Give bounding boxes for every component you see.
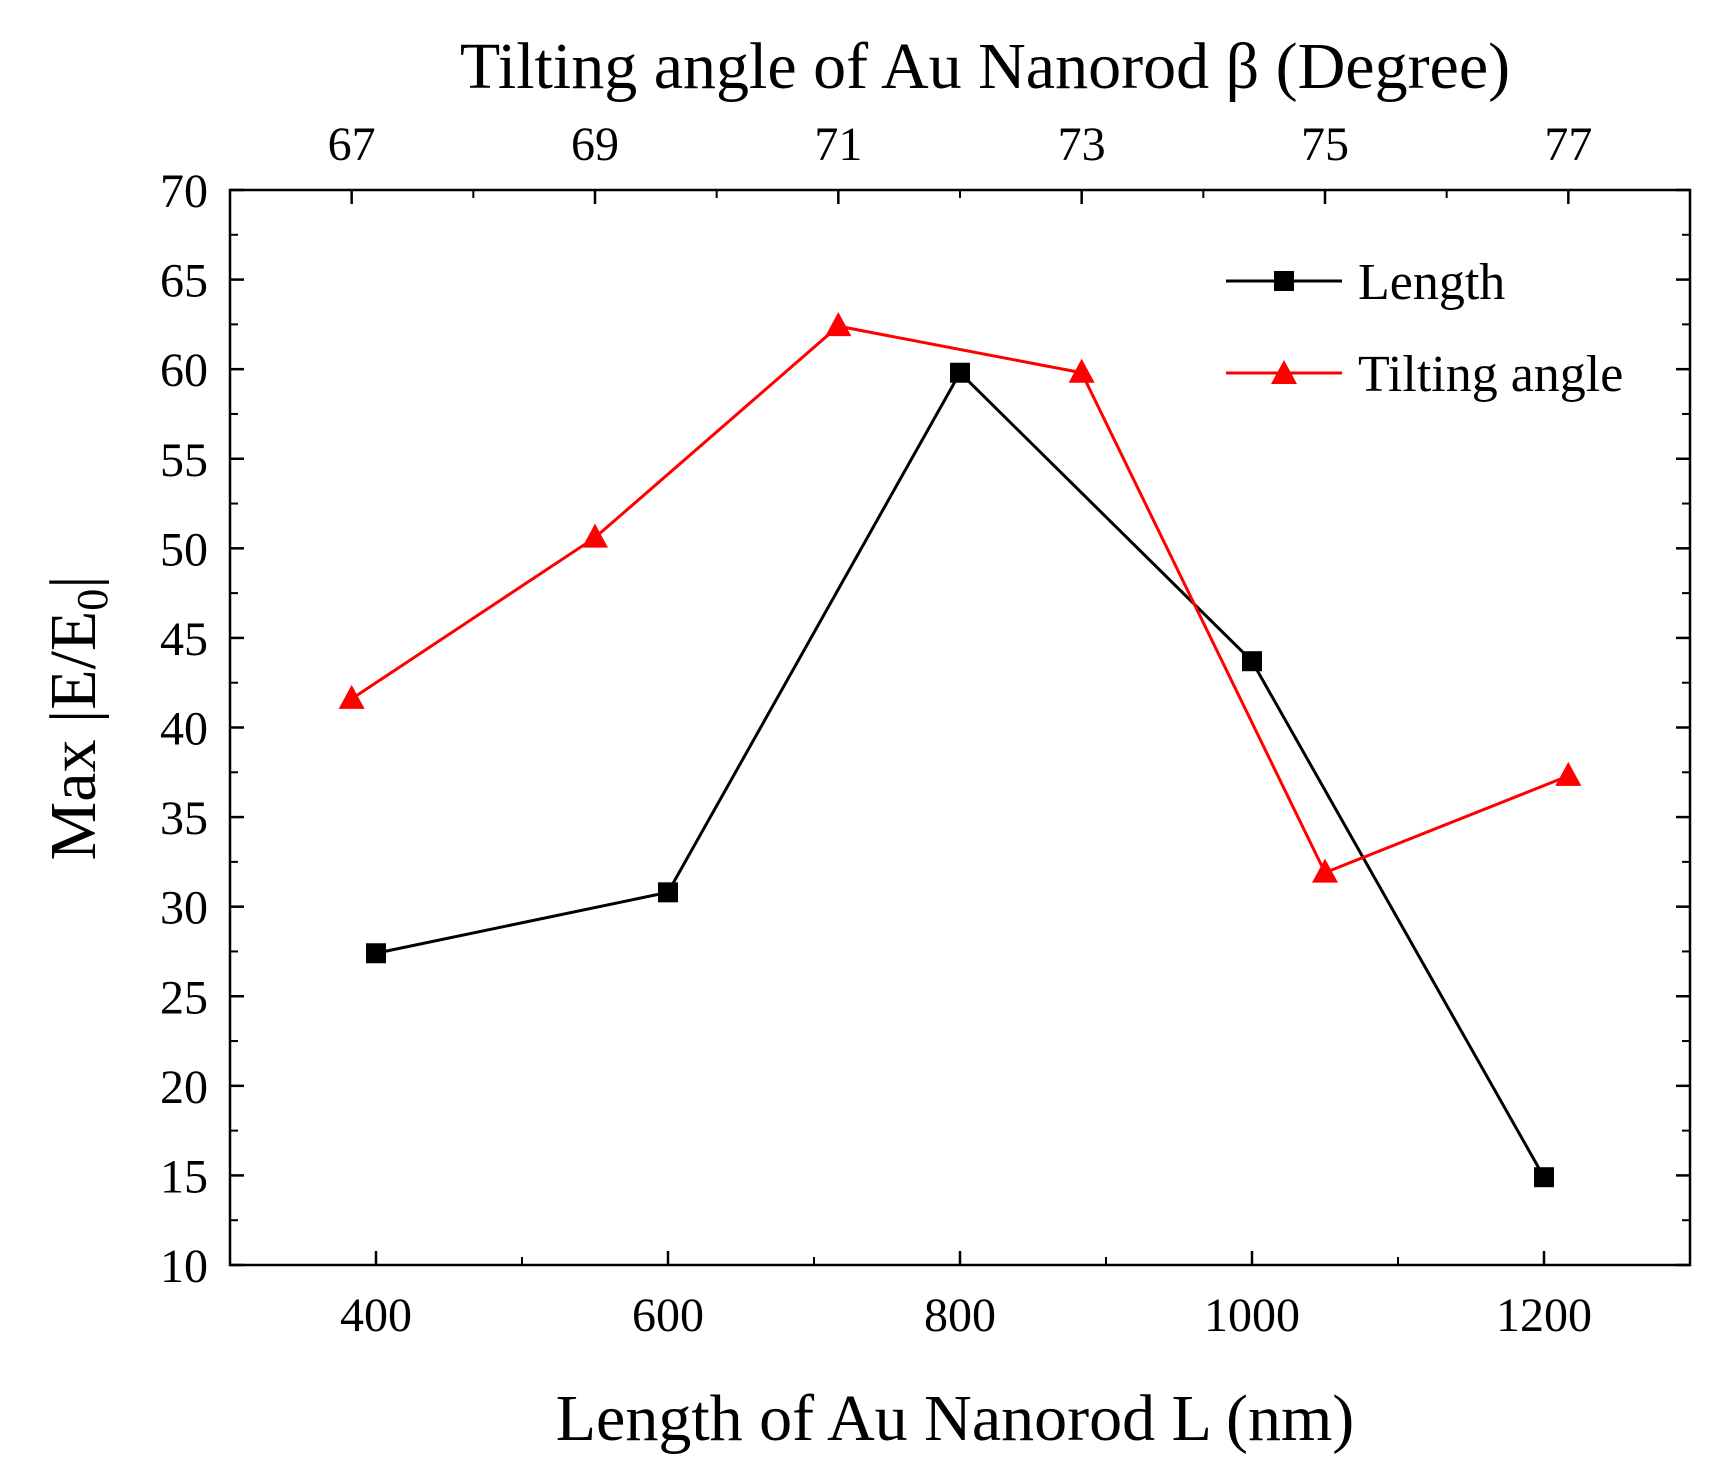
- y-tick-label: 40: [160, 703, 208, 756]
- y-axis-title-main: Max |E/E: [37, 611, 110, 861]
- data-point-tilting-angle: [1312, 858, 1338, 883]
- series-length: [366, 362, 1554, 1188]
- y-tick-label: 35: [160, 792, 208, 845]
- y-tick-label: 20: [160, 1061, 208, 1114]
- x-tick-label: 400: [340, 1289, 412, 1342]
- x2-tick-label: 73: [1058, 118, 1106, 171]
- data-point-tilting-angle: [582, 523, 608, 548]
- y-axis-title-subscript: 0: [68, 589, 117, 611]
- series-tilting-angle: [338, 312, 1582, 883]
- x2-tick-label: 67: [328, 118, 376, 171]
- top-axis-title: Tilting angle of Au Nanorod β (Degree): [460, 30, 1510, 103]
- y-tick-label: 55: [160, 434, 208, 487]
- data-point-length: [366, 943, 386, 964]
- x-tick-label: 800: [924, 1289, 996, 1342]
- y-tick-label: 10: [160, 1240, 208, 1293]
- legend-item-length: Length: [1226, 254, 1505, 311]
- y-tick-label: 45: [160, 613, 208, 666]
- bottom-axis-title: Length of Au Nanorod L (nm): [556, 1382, 1355, 1455]
- y-tick-label: 15: [160, 1150, 208, 1203]
- data-point-tilting-angle: [1555, 761, 1582, 786]
- y-tick-label: 70: [160, 165, 208, 218]
- data-point-length: [1242, 651, 1262, 672]
- x-tick-label: 600: [632, 1289, 704, 1342]
- data-point-length: [1534, 1167, 1554, 1188]
- ticks-layer: 10 15 20 25 30 35 40 45 50 55 60 65 70 400 600 800 1000 1…: [160, 118, 1691, 1342]
- series-layer: [338, 312, 1582, 1188]
- data-point-length: [950, 362, 970, 383]
- x2-tick-label: 77: [1544, 118, 1592, 171]
- y-tick-label: 30: [160, 882, 208, 935]
- y-tick-label: 25: [160, 971, 208, 1024]
- x2-tick-label: 69: [571, 118, 619, 171]
- x2-tick-label: 75: [1301, 118, 1349, 171]
- x-tick-label: 1000: [1204, 1289, 1300, 1342]
- legend-marker-length: [1274, 271, 1294, 291]
- x2-tick-label: 71: [814, 118, 862, 171]
- series-line-tilting-angle: [350, 324, 1569, 875]
- y-tick-label: 50: [160, 523, 208, 576]
- y-tick-label: 60: [160, 344, 208, 397]
- legend: Length Tilting angle: [1226, 254, 1623, 403]
- x-tick-label: 1200: [1496, 1289, 1592, 1342]
- y-axis-title-end: |: [37, 576, 110, 589]
- legend-label-tilting-angle: Tilting angle: [1358, 346, 1623, 403]
- data-point-tilting-angle: [825, 312, 852, 337]
- data-point-length: [658, 882, 678, 903]
- legend-marker-tilting-angle: [1271, 360, 1297, 384]
- legend-label-length: Length: [1358, 254, 1505, 311]
- y-axis-title: Max |E/E0|: [37, 576, 117, 861]
- legend-item-tilting-angle: Tilting angle: [1226, 346, 1623, 403]
- y-tick-label: 65: [160, 255, 208, 308]
- data-point-tilting-angle: [1068, 358, 1095, 383]
- data-point-tilting-angle: [338, 684, 365, 709]
